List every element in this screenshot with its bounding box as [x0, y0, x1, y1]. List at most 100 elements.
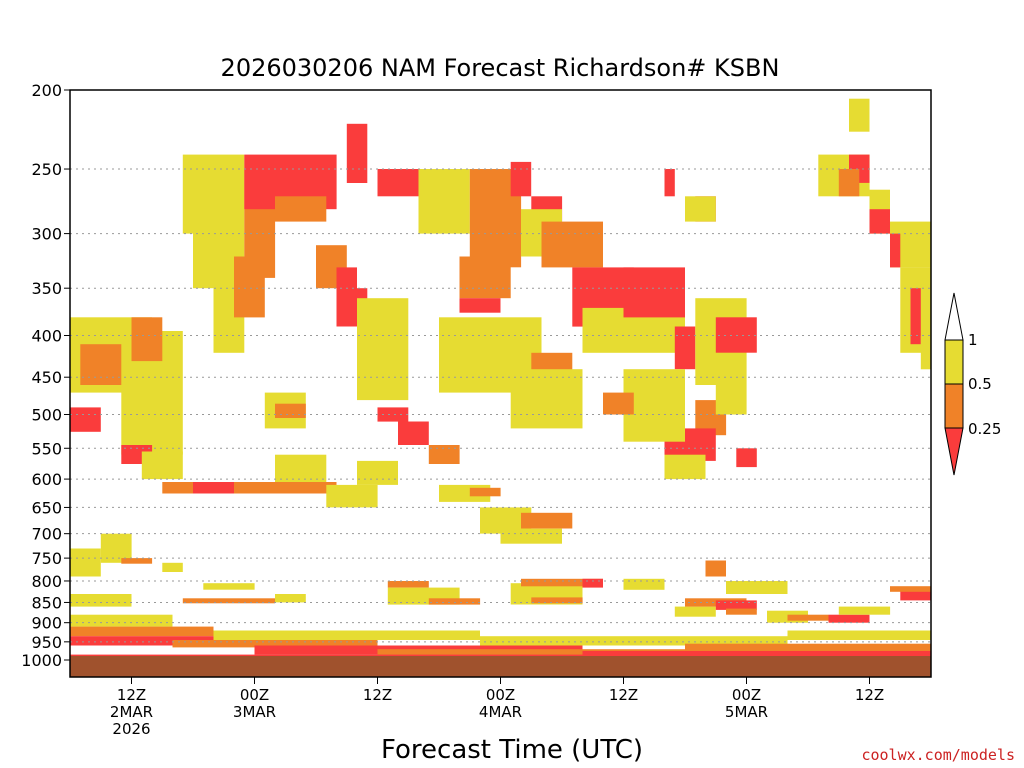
ri-cell-77: [100, 533, 132, 563]
y-tick-250: 250: [31, 160, 62, 179]
x-tick-30-line-0: 12Z: [363, 686, 392, 704]
y-tick-950: 950: [31, 633, 62, 652]
ri-cell-92: [674, 606, 716, 617]
ri-cell-91: [623, 578, 665, 590]
ri-cell-88: [521, 578, 603, 587]
ri-cell-7: [182, 154, 214, 234]
ri-cell-100: [828, 614, 870, 623]
legend-arrow-bottom: [944, 427, 964, 476]
ri-cell-114: [787, 630, 931, 640]
y-tick-700: 700: [31, 525, 62, 544]
y-tick-900: 900: [31, 614, 62, 633]
ri-cell-73: [910, 288, 921, 345]
ri-cell-94: [715, 600, 757, 610]
ri-cell-51: [674, 326, 696, 370]
ri-cell-45: [623, 267, 685, 318]
x-tick-6-line-0: 12Z: [117, 686, 146, 704]
ri-cell-95: [726, 581, 788, 594]
ri-cell-9: [213, 154, 245, 353]
x-tick-6-line-1: 2MAR: [110, 703, 153, 721]
heatmap-cells: [70, 98, 932, 660]
ri-cell-60: [664, 454, 706, 480]
ri-cell-82: [182, 598, 276, 604]
ri-cell-103: [890, 586, 931, 592]
ri-cell-93: [685, 598, 747, 607]
y-tick-1000: 1000: [21, 651, 62, 670]
ri-cell-67: [838, 169, 860, 197]
ri-cell-30: [357, 460, 398, 485]
ri-cell-59: [603, 392, 634, 415]
ri-cell-6: [141, 451, 183, 480]
ri-cell-80: [162, 562, 183, 572]
ri-cell-27: [377, 407, 409, 422]
x-tick-78-line-0: 12Z: [855, 686, 884, 704]
ri-cell-37: [541, 221, 603, 268]
ri-cell-28: [398, 421, 429, 445]
ri-cell-18: [377, 169, 419, 197]
ri-cell-21: [275, 403, 306, 418]
ri-cell-13: [275, 196, 327, 222]
ri-cell-78: [121, 558, 153, 564]
y-tick-600: 600: [31, 470, 62, 489]
ri-cell-106: [70, 636, 255, 646]
ri-cell-90: [531, 597, 583, 604]
x-tick-66-line-0: 00Z: [732, 686, 761, 704]
ri-cell-74: [920, 335, 932, 370]
ri-cell-33: [459, 256, 511, 299]
y-tick-300: 300: [31, 225, 62, 244]
y-tick-450: 450: [31, 368, 62, 387]
ri-cell-25: [275, 482, 337, 494]
ri-cell-49: [521, 512, 573, 529]
y-tick-650: 650: [31, 498, 62, 517]
legend-band-yellow: [944, 339, 964, 385]
x-tick-42-line-0: 00Z: [486, 686, 515, 704]
legend-band-orange: [944, 383, 964, 429]
ri-cell-81: [203, 583, 255, 590]
ri-cell-34: [510, 161, 532, 197]
ri-cell-105: [70, 626, 214, 637]
x-tick-42-line-1: 4MAR: [479, 703, 522, 721]
ri-cell-104: [70, 614, 173, 627]
y-tick-750: 750: [31, 549, 62, 568]
ri-cell-50: [500, 528, 562, 544]
ri-cell-96: [705, 560, 726, 577]
ri-cell-84: [387, 581, 429, 588]
ri-cell-86: [428, 598, 481, 605]
ri-cell-26: [326, 484, 378, 508]
ri-cell-57: [736, 448, 757, 468]
ri-cell-110: [377, 649, 685, 657]
colorbar-legend: 1 0.5 0.25: [944, 292, 1001, 476]
ri-cell-108: [213, 630, 480, 640]
y-axis: 200 250 300 350 400 450 500 550 600 650 700 750 800 8…: [21, 81, 70, 670]
ri-cell-113: [685, 643, 931, 651]
x-tick-54-line-0: 12Z: [609, 686, 638, 704]
legend-label-1: 1: [968, 331, 978, 349]
credit-text: coolwx.com/models: [861, 746, 1015, 764]
ri-cell-31: [418, 169, 470, 234]
ri-cell-64: [685, 196, 716, 222]
ri-cell-79: [70, 594, 132, 607]
ri-cell-76: [70, 548, 101, 577]
legend-arrow-top: [944, 292, 964, 341]
ri-cell-19: [346, 123, 368, 183]
x-axis-label: Forecast Time (UTC): [381, 735, 643, 765]
y-tick-850: 850: [31, 593, 62, 612]
ri-cell-97: [726, 608, 757, 615]
ri-cell-43: [510, 369, 583, 429]
ri-cell-22: [275, 454, 327, 485]
ri-cell-99: [787, 614, 829, 621]
ri-cell-71: [890, 233, 901, 268]
ri-cell-3: [131, 317, 163, 362]
ri-cell-83: [275, 594, 306, 603]
ri-cell-69: [869, 209, 890, 234]
ri-cell-29: [428, 445, 460, 464]
ri-cell-61: [715, 385, 747, 415]
legend-label-0.25: 0.25: [968, 420, 1001, 438]
y-tick-400: 400: [31, 326, 62, 345]
legend-label-0.5: 0.5: [968, 375, 992, 393]
x-tick-18-line-0: 00Z: [240, 686, 269, 704]
y-tick-350: 350: [31, 279, 62, 298]
ri-cell-62: [664, 169, 675, 197]
